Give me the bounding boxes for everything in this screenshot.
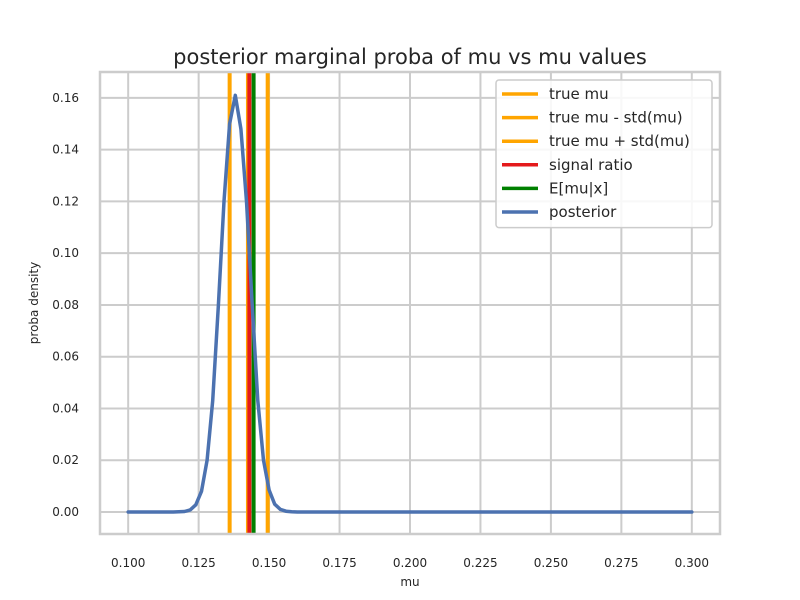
y-tick-label: 0.12 <box>52 194 79 208</box>
legend-label: true mu + std(mu) <box>549 132 690 150</box>
x-tick-label: 0.175 <box>322 556 356 570</box>
y-tick-label: 0.10 <box>52 246 79 260</box>
legend-box <box>495 79 713 229</box>
x-tick-label: 0.100 <box>111 556 145 570</box>
y-tick-label: 0.02 <box>52 453 79 467</box>
y-tick-label: 0.16 <box>52 91 79 105</box>
y-tick-label: 0.04 <box>52 401 79 415</box>
x-tick-label: 0.250 <box>534 556 568 570</box>
x-tick-label: 0.200 <box>393 556 427 570</box>
y-tick-label: 0.14 <box>52 143 79 157</box>
x-tick-label: 0.150 <box>252 556 286 570</box>
legend-label: E[mu|x] <box>549 179 608 197</box>
y-axis-label: proba density <box>27 262 41 344</box>
x-tick-label: 0.300 <box>675 556 709 570</box>
y-axis-ticks: 0.00 0.02 0.04 0.06 0.08 0.10 0.12 0.14 0.16 <box>52 91 79 519</box>
plot-frame <box>98 70 722 536</box>
x-tick-label: 0.275 <box>604 556 638 570</box>
y-tick-label: 0.00 <box>52 505 79 519</box>
x-axis-label: mu <box>400 575 419 589</box>
x-axis-ticks: 0.100 0.125 0.150 0.175 0.200 0.225 0.250 0.275… <box>111 556 709 570</box>
x-tick-label: 0.225 <box>463 556 497 570</box>
legend-label: true mu <box>549 85 609 103</box>
y-tick-label: 0.08 <box>52 298 79 312</box>
series-lines <box>126 93 694 514</box>
legend-label: true mu - std(mu) <box>549 109 683 127</box>
legend: true mu true mu - std(mu) true mu + std(mu… <box>495 79 713 229</box>
chart-title: posterior marginal proba of mu vs mu val… <box>173 45 647 69</box>
posterior-curve <box>126 93 694 514</box>
legend-label: posterior <box>549 203 617 221</box>
legend-label: signal ratio <box>549 156 633 174</box>
y-tick-label: 0.06 <box>52 350 79 364</box>
x-tick-label: 0.125 <box>181 556 215 570</box>
